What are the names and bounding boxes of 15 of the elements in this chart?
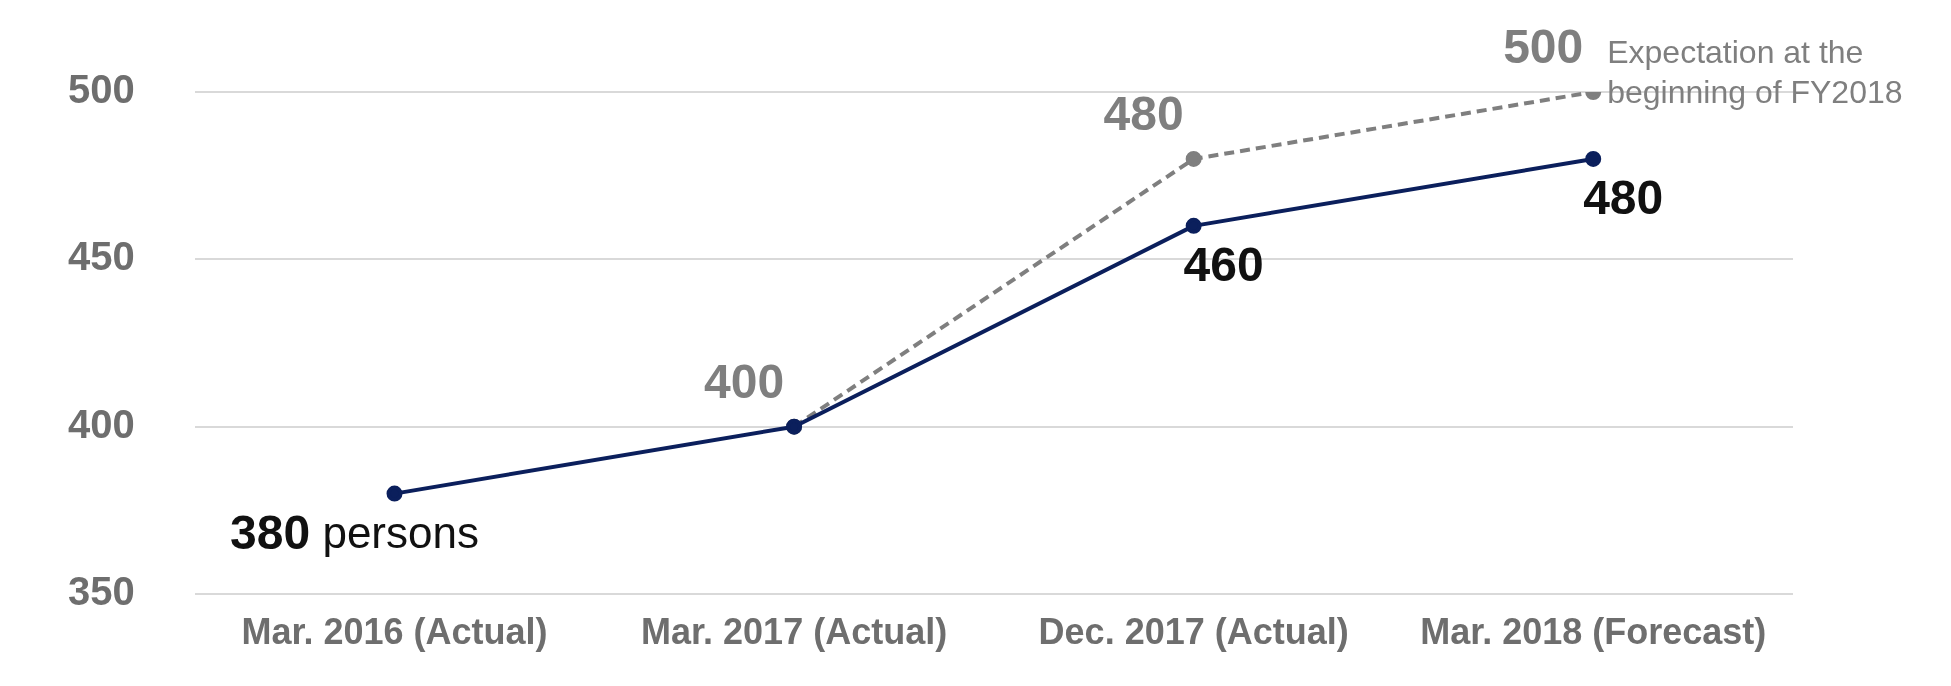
x-tick-label: Mar. 2016 (Actual) [241, 610, 548, 652]
y-tick-label: 500 [67, 67, 135, 112]
y-tick-label: 350 [67, 569, 135, 614]
y-tick-label: 450 [67, 234, 135, 279]
x-tick-label: Dec. 2017 (Actual) [1038, 610, 1349, 652]
data-label: 480 [1583, 171, 1664, 225]
data-label: 500 [1503, 20, 1584, 74]
x-tick-label: Mar. 2018 (Forecast) [1420, 610, 1767, 652]
series-label: Expectation at the beginning of FY2018 [1607, 33, 1903, 110]
y-tick-label: 400 [67, 401, 135, 446]
x-tick-label: Mar. 2017 (Actual) [641, 610, 948, 652]
data-label: 480 [1103, 87, 1184, 141]
data-label: 400 [704, 354, 785, 408]
data-label: 380 persons [230, 505, 479, 559]
data-label: 460 [1183, 238, 1264, 292]
